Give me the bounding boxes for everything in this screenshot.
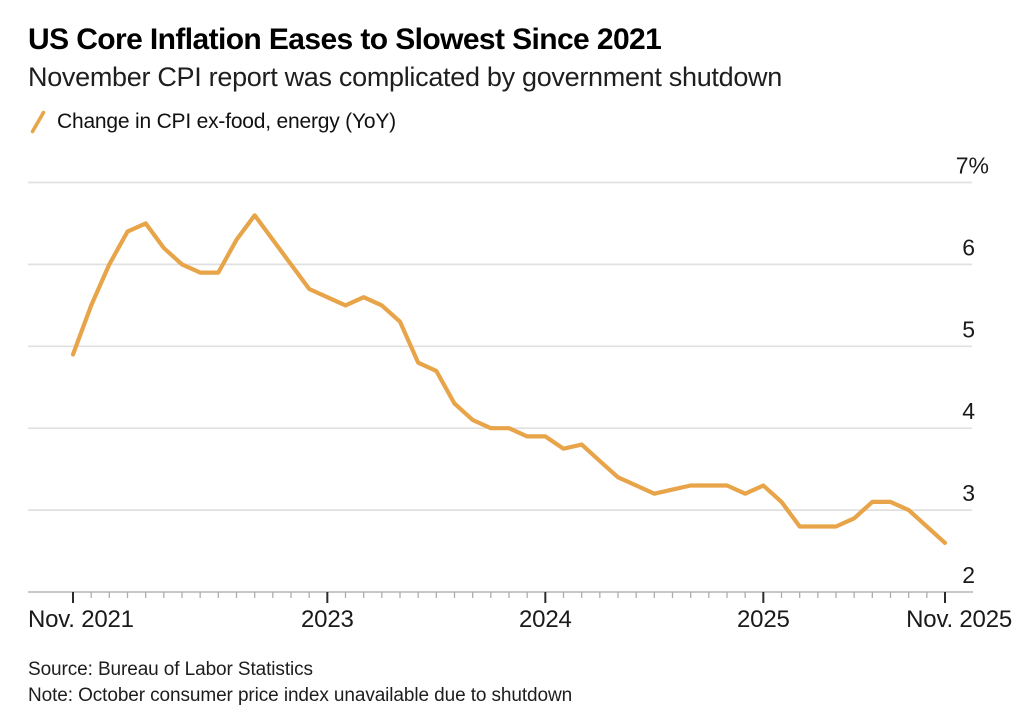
chart-subtitle: November CPI report was complicated by g…: [28, 62, 782, 92]
x-axis-label: 2023: [301, 606, 354, 633]
series-line: [70, 213, 948, 546]
x-axis-label: 2024: [519, 606, 572, 633]
legend: Change in CPI ex-food, energy (YoY): [29, 108, 396, 136]
y-axis-label: 2: [962, 562, 975, 588]
x-axis-label: Nov. 2025: [906, 606, 1012, 633]
x-axis-label: Nov. 2021: [28, 606, 134, 633]
y-axis-label: 3: [962, 480, 975, 506]
y-axis-label: 5: [962, 316, 975, 342]
y-axis-label: 6: [962, 234, 975, 260]
series-slash-marker-icon: [30, 110, 46, 134]
source-text: Source: Bureau of Labor Statistics: [28, 659, 313, 680]
x-axis-label: 2025: [737, 606, 790, 633]
y-axis-label: 7%: [956, 153, 989, 179]
y-axis-label: 4: [962, 398, 975, 424]
chart-title: US Core Inflation Eases to Slowest Since…: [28, 23, 662, 56]
chart-footer: Source: Bureau of Labor Statistics Note:…: [28, 657, 572, 708]
note-text: Note: October consumer price index unava…: [28, 684, 573, 706]
legend-series-label: Change in CPI ex-food, energy (YoY): [57, 110, 396, 133]
